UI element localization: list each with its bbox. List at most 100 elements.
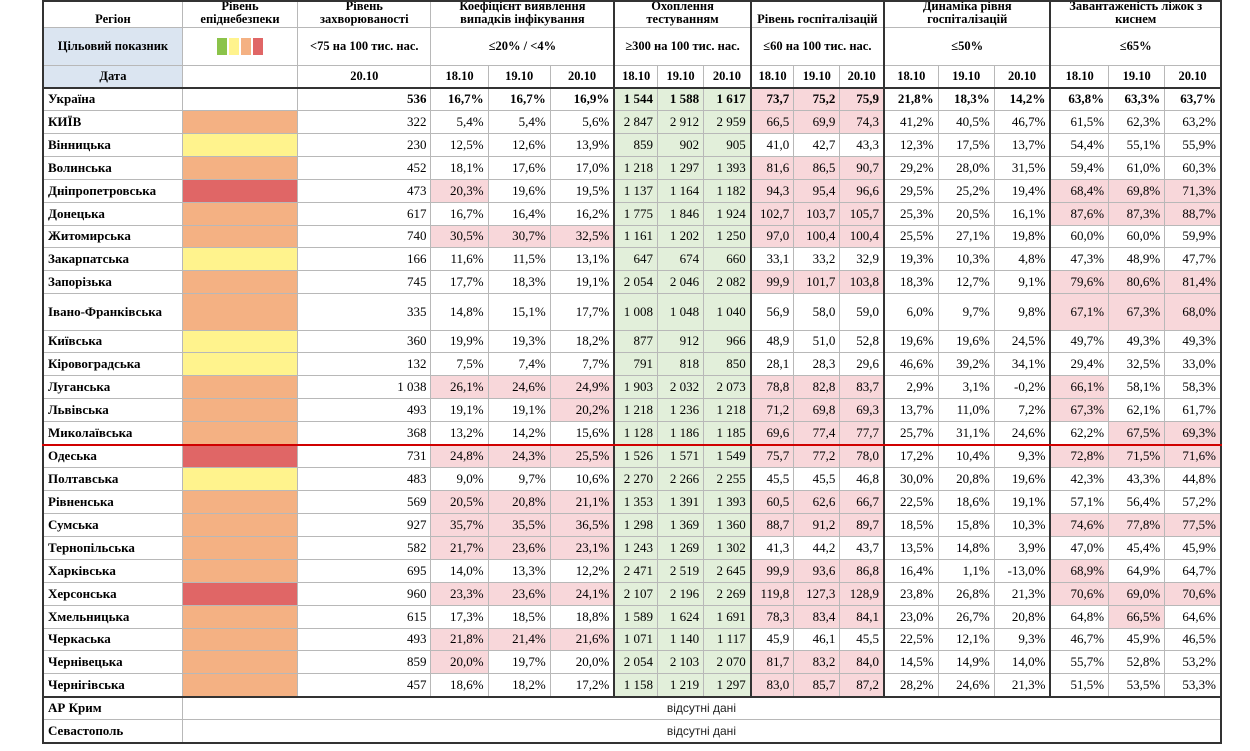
dyn-value: 26,8% — [937, 581, 995, 606]
testing-value: 2 645 — [703, 558, 752, 583]
date-cell: 20.10 — [839, 64, 885, 89]
dyn-value: 19,6% — [937, 329, 995, 354]
dyn-value: 20,8% — [937, 467, 995, 491]
detection-value: 30,7% — [487, 224, 551, 249]
table-row: Луганська 1 038 26,1% 24,6% 24,9% 1 903 2 032 2… — [41, 375, 1223, 400]
date-cell: 20.10 — [549, 64, 615, 89]
hosp-value: 105,7 — [839, 201, 885, 226]
testing-value: 1 393 — [703, 489, 752, 514]
oxygen-value: 52,8% — [1108, 650, 1166, 675]
detection-value: 7,5% — [430, 352, 489, 377]
hosp-value: 119,8 — [749, 581, 795, 606]
testing-value: 966 — [703, 329, 752, 354]
dyn-value: 1,1% — [937, 558, 995, 583]
level-cell — [181, 201, 299, 226]
hosp-value: 88,7 — [749, 512, 795, 537]
detection-value: 20,5% — [430, 489, 489, 514]
detection-value: 19,6% — [487, 178, 551, 203]
hosp-value: 45,9 — [749, 627, 795, 652]
oxygen-value: 81,4% — [1164, 270, 1223, 295]
oxygen-value: 64,7% — [1164, 558, 1223, 583]
testing-header: Охоплення тестуванням — [613, 0, 752, 28]
incidence-value: 695 — [297, 558, 432, 583]
detection-value: 24,9% — [549, 375, 615, 400]
dyn-value: -13,0% — [993, 558, 1051, 583]
dyn-value: 19,3% — [883, 247, 939, 272]
table-row: Вінницька 230 12,5% 12,6% 13,9% 859 902 905 41,0… — [41, 132, 1223, 157]
oxygen-value: 45,4% — [1108, 535, 1166, 560]
date-cell: 18.10 — [430, 64, 489, 89]
hosp-value: 100,4 — [839, 224, 885, 249]
testing-value: 1 236 — [656, 398, 705, 423]
dyn-value: 14,2% — [993, 86, 1051, 111]
oxygen-value: 63,7% — [1164, 86, 1223, 111]
incidence-value: 335 — [297, 293, 432, 331]
oxygen-value: 62,2% — [1049, 421, 1110, 446]
hosp-value: 102,7 — [749, 201, 795, 226]
hosp-value: 69,3 — [839, 398, 885, 423]
testing-value: 1 903 — [613, 375, 658, 400]
region-name: Донецька — [41, 201, 183, 226]
detection-header: Коефіцієнт виявлення випадків інфікуванн… — [430, 0, 615, 28]
table-row: Житомирська 740 30,5% 30,7% 32,5% 1 161 1 202 1… — [41, 224, 1223, 249]
hosp-value: 58,0 — [793, 293, 841, 331]
level-cell — [181, 673, 299, 698]
oxygen-value: 70,6% — [1049, 581, 1110, 606]
legend-yellow-swatch — [228, 37, 239, 55]
hosp-value: 71,2 — [749, 398, 795, 423]
dyn-value: 29,2% — [883, 155, 939, 180]
oxygen-value: 60,3% — [1164, 155, 1223, 180]
detection-value: 5,4% — [430, 109, 489, 134]
hosp-value: 28,3 — [793, 352, 841, 377]
detection-value: 12,2% — [549, 558, 615, 583]
hosp-value: 103,8 — [839, 270, 885, 295]
testing-value: 1 243 — [613, 535, 658, 560]
testing-value: 2 270 — [613, 467, 658, 491]
dyn-value: 17,5% — [937, 132, 995, 157]
detection-header-label: Коефіцієнт виявлення випадків інфікуванн… — [459, 1, 586, 26]
incidence-value: 493 — [297, 627, 432, 652]
dyn-value: 18,6% — [937, 489, 995, 514]
dyn-value: 14,5% — [883, 650, 939, 675]
testing-value: 1 140 — [656, 627, 705, 652]
testing-value: 1 526 — [613, 444, 658, 469]
incidence-value: 745 — [297, 270, 432, 295]
testing-value: 2 107 — [613, 581, 658, 606]
hosp-value: 69,8 — [793, 398, 841, 423]
dyn-value: 27,1% — [937, 224, 995, 249]
testing-value: 1 048 — [656, 293, 705, 331]
detection-value: 26,1% — [430, 375, 489, 400]
hosp-value: 66,5 — [749, 109, 795, 134]
oxygen-value: 80,6% — [1108, 270, 1166, 295]
hosp-value: 101,7 — [793, 270, 841, 295]
incidence-value: 582 — [297, 535, 432, 560]
dyn-value: 17,2% — [883, 444, 939, 469]
level-cell — [181, 109, 299, 134]
oxygen-value: 67,3% — [1049, 398, 1110, 423]
detection-value: 13,3% — [487, 558, 551, 583]
incidence-value: 617 — [297, 201, 432, 226]
hosp-value: 83,4 — [793, 604, 841, 629]
epidemic-indicators-table: Регіон Рівень епіднебезпеки Рівень захво… — [41, 0, 1223, 745]
date-cell: 19.10 — [656, 64, 705, 89]
detection-value: 21,7% — [430, 535, 489, 560]
oxygen-value: 68,9% — [1049, 558, 1110, 583]
oxygen-value: 59,4% — [1049, 155, 1110, 180]
detection-value: 20,3% — [430, 178, 489, 203]
testing-value: 2 266 — [656, 467, 705, 491]
detection-value: 23,1% — [549, 535, 615, 560]
hosp-value: 83,2 — [793, 650, 841, 675]
level-header: Рівень епіднебезпеки — [181, 0, 299, 28]
dyn-value: 25,3% — [883, 201, 939, 226]
dyn-value: 12,1% — [937, 627, 995, 652]
oxygen-value: 56,4% — [1108, 489, 1166, 514]
dyn-value: 24,6% — [937, 673, 995, 698]
testing-value: 1 158 — [613, 673, 658, 698]
region-header: Регіон — [41, 0, 183, 28]
incidence-value: 452 — [297, 155, 432, 180]
oxygen-value: 70,6% — [1164, 581, 1223, 606]
detection-value: 18,8% — [549, 604, 615, 629]
missing-data-row: Севастополь відсутні дані — [41, 719, 1222, 745]
detection-value: 19,1% — [430, 398, 489, 423]
testing-value: 791 — [613, 352, 658, 377]
